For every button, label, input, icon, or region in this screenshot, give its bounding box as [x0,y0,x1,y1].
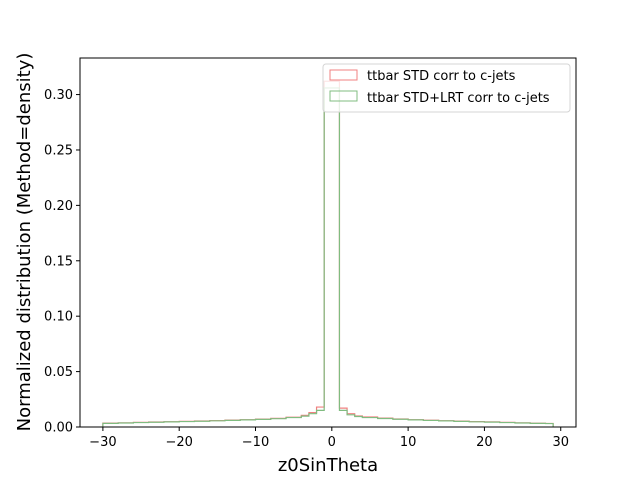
x-tick-label: 30 [552,435,569,450]
legend-swatch-lrt [329,90,358,102]
x-tick-label: 20 [476,435,493,450]
x-axis-ticks: −30 −20 −10 0 10 20 30 [89,427,569,450]
x-axis-label: z0SinTheta [278,455,378,476]
x-tick-label: −30 [89,435,116,450]
y-tick-label: 0.00 [44,421,73,436]
x-tick-label: 0 [328,435,336,450]
histogram-series-std-lrt [102,87,554,427]
x-tick-label: −20 [165,435,192,450]
y-tick-label: 0.15 [44,254,73,269]
y-tick-label: 0.10 [44,310,73,325]
histogram-series-std [102,80,554,427]
legend-frame [322,63,571,113]
y-tick-label: 0.30 [44,88,73,103]
series-layer [102,80,554,427]
y-axis-ticks: 0.00 0.05 0.10 0.15 0.20 0.25 0.30 [44,88,80,436]
y-tick-label: 0.20 [44,199,73,214]
x-tick-label: −10 [242,435,269,450]
y-tick-label: 0.25 [44,143,73,158]
legend-swatch-std [329,69,358,81]
y-axis-label: Normalized distribution (Method=density) [14,53,35,432]
plot-frame [79,57,577,428]
x-tick-label: 10 [400,435,417,450]
legend-label-std: ttbar STD corr to c-jets [367,69,516,84]
legend: ttbar STD corr to c-jets ttbar STD+LRT c… [322,63,571,113]
legend-label-lrt: ttbar STD+LRT corr to c-jets [367,91,550,106]
y-tick-label: 0.05 [44,365,73,380]
